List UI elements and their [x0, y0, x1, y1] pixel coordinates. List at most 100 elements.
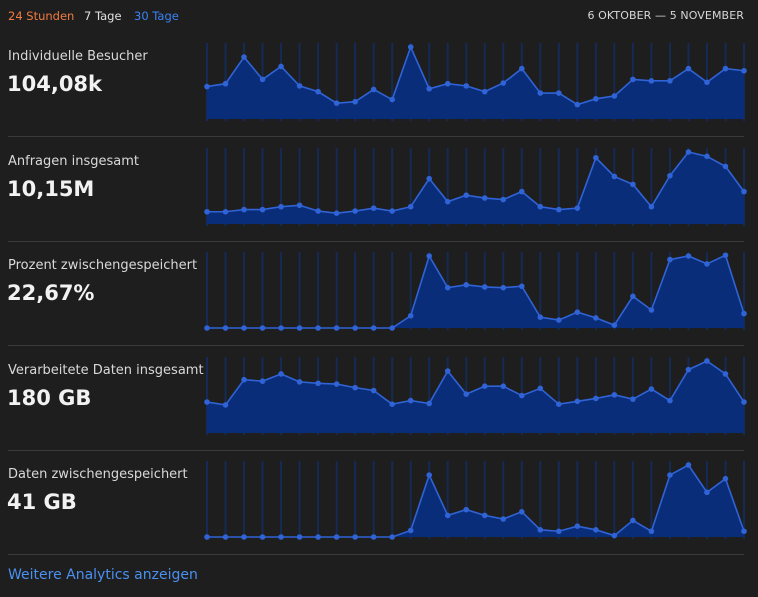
data-point[interactable] — [481, 195, 488, 201]
data-point[interactable] — [352, 534, 358, 540]
data-point[interactable] — [426, 175, 433, 182]
data-point[interactable] — [259, 206, 266, 213]
data-point[interactable] — [556, 206, 562, 213]
data-point[interactable] — [630, 181, 636, 188]
data-point[interactable] — [685, 149, 692, 155]
data-point[interactable] — [704, 153, 710, 160]
data-point[interactable] — [463, 282, 470, 288]
data-point[interactable] — [722, 371, 729, 377]
data-point[interactable] — [407, 527, 414, 534]
data-point[interactable] — [593, 154, 599, 161]
data-point[interactable] — [648, 386, 655, 392]
data-point[interactable] — [556, 528, 562, 535]
data-point[interactable] — [574, 398, 581, 405]
data-point[interactable] — [704, 261, 710, 267]
data-point[interactable] — [741, 67, 747, 74]
data-point[interactable] — [315, 88, 321, 95]
data-point[interactable] — [296, 202, 303, 209]
data-point[interactable] — [407, 397, 414, 404]
data-point[interactable] — [611, 173, 618, 180]
data-point[interactable] — [574, 309, 581, 315]
data-point[interactable] — [241, 54, 247, 60]
data-point[interactable] — [556, 317, 562, 323]
data-point[interactable] — [611, 322, 618, 328]
data-point[interactable] — [481, 383, 488, 389]
data-point[interactable] — [204, 208, 210, 215]
data-point[interactable] — [500, 284, 507, 291]
data-point[interactable] — [500, 516, 507, 522]
data-point[interactable] — [685, 366, 692, 373]
data-point[interactable] — [333, 534, 340, 540]
data-point[interactable] — [667, 397, 673, 404]
data-point[interactable] — [741, 310, 747, 317]
data-point[interactable] — [630, 76, 636, 83]
data-point[interactable] — [407, 203, 414, 210]
data-point[interactable] — [315, 534, 321, 540]
data-point[interactable] — [444, 198, 451, 205]
data-point[interactable] — [630, 293, 636, 300]
data-point[interactable] — [370, 534, 377, 540]
data-point[interactable] — [722, 163, 729, 170]
data-point[interactable] — [278, 371, 284, 377]
data-point[interactable] — [481, 284, 488, 290]
data-point[interactable] — [241, 534, 247, 540]
data-point[interactable] — [370, 387, 377, 394]
data-point[interactable] — [741, 188, 747, 195]
data-point[interactable] — [426, 85, 433, 92]
data-point[interactable] — [352, 208, 358, 214]
data-point[interactable] — [611, 93, 618, 99]
data-point[interactable] — [407, 44, 414, 50]
data-point[interactable] — [667, 172, 673, 179]
data-point[interactable] — [389, 401, 395, 407]
data-point[interactable] — [463, 83, 470, 89]
data-point[interactable] — [537, 385, 544, 392]
data-point[interactable] — [426, 472, 433, 478]
data-point[interactable] — [426, 253, 433, 259]
data-point[interactable] — [574, 101, 581, 108]
data-point[interactable] — [685, 462, 692, 468]
data-point[interactable] — [518, 188, 525, 195]
data-point[interactable] — [278, 325, 284, 331]
data-point[interactable] — [204, 325, 210, 331]
data-point[interactable] — [204, 83, 210, 90]
data-point[interactable] — [333, 325, 340, 331]
data-point[interactable] — [593, 96, 599, 102]
data-point[interactable] — [518, 392, 525, 399]
data-point[interactable] — [704, 358, 710, 364]
data-point[interactable] — [556, 90, 562, 96]
data-point[interactable] — [204, 534, 210, 540]
data-point[interactable] — [222, 208, 229, 215]
data-point[interactable] — [500, 383, 507, 389]
range-30d-tab[interactable]: 30 Tage — [134, 9, 179, 23]
data-point[interactable] — [537, 90, 544, 96]
data-point[interactable] — [722, 475, 729, 482]
data-point[interactable] — [222, 402, 229, 408]
data-point[interactable] — [593, 315, 599, 321]
data-point[interactable] — [444, 284, 451, 291]
data-point[interactable] — [500, 196, 507, 203]
data-point[interactable] — [222, 325, 229, 331]
data-point[interactable] — [333, 100, 340, 106]
data-point[interactable] — [259, 378, 266, 384]
data-point[interactable] — [222, 534, 229, 540]
data-point[interactable] — [611, 532, 618, 539]
data-point[interactable] — [704, 79, 710, 86]
data-point[interactable] — [352, 98, 358, 105]
data-point[interactable] — [222, 80, 229, 87]
data-point[interactable] — [611, 392, 618, 398]
data-point[interactable] — [648, 203, 655, 210]
data-point[interactable] — [315, 380, 321, 387]
more-analytics-link[interactable]: Weitere Analytics anzeigen — [8, 567, 198, 583]
data-point[interactable] — [370, 86, 377, 93]
data-point[interactable] — [630, 396, 636, 402]
data-point[interactable] — [463, 192, 470, 198]
data-point[interactable] — [370, 205, 377, 211]
data-point[interactable] — [463, 391, 470, 397]
data-point[interactable] — [685, 253, 692, 259]
data-point[interactable] — [259, 76, 266, 83]
range-7d-tab[interactable]: 7 Tage — [84, 9, 122, 23]
data-point[interactable] — [648, 528, 655, 535]
data-point[interactable] — [444, 368, 451, 374]
data-point[interactable] — [426, 400, 433, 407]
data-point[interactable] — [278, 63, 284, 70]
